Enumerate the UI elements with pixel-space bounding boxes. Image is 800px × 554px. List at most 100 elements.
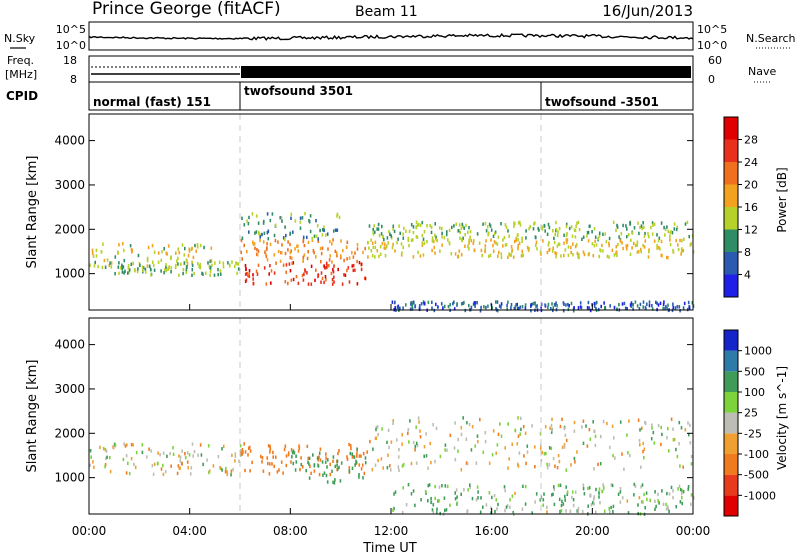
velocity-cell <box>159 453 161 457</box>
velocity-cell <box>133 462 135 467</box>
velocity-cell <box>415 441 418 446</box>
velocity-cell <box>420 498 422 502</box>
velocity-cell <box>657 492 659 497</box>
power-cell <box>391 300 394 304</box>
power-cell <box>602 249 604 253</box>
power-cell <box>421 241 424 245</box>
velocity-cell <box>646 497 648 502</box>
velocity-cell <box>577 506 580 511</box>
x-tick-label: 08:00 <box>273 524 308 538</box>
power-cell <box>197 261 199 266</box>
power-cell <box>415 225 417 230</box>
power-cell <box>534 221 536 225</box>
power-cell <box>517 243 519 248</box>
power-cell <box>209 266 212 270</box>
velocity-cell <box>662 502 665 506</box>
velocity-cell <box>153 462 156 466</box>
power-cell <box>550 307 552 311</box>
power-cell <box>101 265 104 270</box>
power-cell <box>405 303 407 307</box>
velocity-cell <box>457 449 459 453</box>
power-cell <box>170 256 172 260</box>
velocity-cell <box>401 464 404 468</box>
y-tick-label: 2000 <box>54 222 85 236</box>
power-cell <box>103 258 106 263</box>
velocity-cell <box>407 428 410 432</box>
power-cell <box>679 238 681 243</box>
power-cell <box>374 230 376 234</box>
power-cell <box>254 231 256 235</box>
power-cell <box>575 224 577 228</box>
power-cell <box>672 248 674 253</box>
power-cell <box>315 268 317 272</box>
velocity-cell <box>326 480 329 484</box>
velocity-cell <box>124 444 127 448</box>
power-cell <box>142 266 145 270</box>
power-cell <box>675 227 678 232</box>
velocity-cell <box>125 454 128 458</box>
velocity-cell <box>497 502 499 507</box>
power-cell <box>210 246 213 250</box>
velocity-cell <box>577 509 580 514</box>
power-cell <box>170 266 173 270</box>
noise-left-tick-bottom: 10^0 <box>56 39 86 52</box>
power-cell <box>496 309 499 313</box>
power-cell <box>268 272 270 276</box>
power-cell <box>648 303 651 308</box>
power-cell <box>586 234 588 238</box>
power-cell <box>177 256 179 261</box>
power-cell <box>334 249 337 253</box>
power-cell <box>576 251 579 255</box>
velocity-cell <box>157 451 159 455</box>
power-cell <box>689 243 692 247</box>
power-cell <box>530 303 532 307</box>
power-cell <box>123 271 125 275</box>
power-cell <box>325 261 328 265</box>
power-cell <box>577 306 580 310</box>
power-cell <box>595 243 598 247</box>
power-cell <box>535 243 537 247</box>
velocity-cell <box>638 496 641 500</box>
power-cell <box>657 303 660 307</box>
nave-label: Nave <box>748 65 776 78</box>
power-cell <box>321 233 324 237</box>
power-cell <box>554 232 556 237</box>
power-cell <box>333 229 335 233</box>
velocity-cell <box>184 452 186 456</box>
colorbar-segment <box>724 330 738 351</box>
power-cell <box>670 230 672 234</box>
power-cell <box>405 229 407 233</box>
power-cell <box>677 247 680 252</box>
time-axis: 00:00 04:00 08:00 12:00 16:00 20:00 00:00 <box>72 304 710 538</box>
colorbar-tick-label: 16 <box>744 201 758 214</box>
velocity-cell <box>453 446 456 450</box>
velocity-cell <box>682 465 684 469</box>
power-cell <box>640 249 642 254</box>
power-cell <box>273 271 276 275</box>
velocity-cell <box>337 451 339 456</box>
power-cell <box>574 235 577 239</box>
power-cell <box>231 260 233 264</box>
velocity-cell <box>488 491 491 495</box>
power-cell <box>317 274 319 279</box>
velocity-cell <box>523 454 525 458</box>
power-cell <box>237 267 240 271</box>
power-cell <box>412 238 414 242</box>
power-cell <box>245 278 248 282</box>
power-cell <box>415 220 418 224</box>
power-cell <box>402 236 405 240</box>
power-cell <box>651 221 654 225</box>
power-cell <box>613 305 616 310</box>
power-cell <box>423 230 426 234</box>
power-cell <box>241 216 243 220</box>
power-cell <box>161 250 163 254</box>
power-cell <box>304 211 306 216</box>
velocity-cell <box>351 466 354 470</box>
velocity-cell <box>642 449 644 454</box>
power-cell <box>307 250 309 254</box>
velocity-cell <box>307 456 309 461</box>
power-cell <box>259 233 262 237</box>
power-cell <box>513 221 515 225</box>
power-cell <box>266 246 268 250</box>
power-cell <box>196 245 199 249</box>
